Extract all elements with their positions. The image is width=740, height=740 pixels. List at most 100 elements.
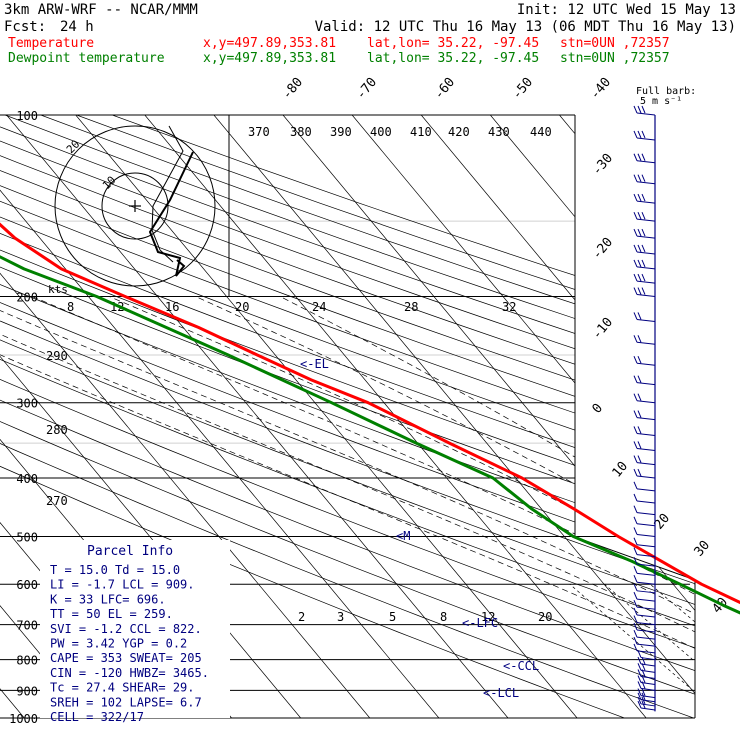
wind-barb-shaft xyxy=(640,695,656,699)
wind-barb-feather xyxy=(633,211,638,220)
wind-barb-shaft xyxy=(636,318,656,322)
wind-barb-feather xyxy=(641,244,646,253)
isotherm-line xyxy=(0,115,371,718)
isotherm-line xyxy=(0,115,94,718)
hodograph-ring-label: 10 xyxy=(100,174,119,193)
wind-barb-shaft xyxy=(636,181,656,185)
legend-temperature-xy: x,y=497.89,353.81 xyxy=(203,36,336,51)
wind-barb-feather xyxy=(633,375,638,383)
wind-barb-feather xyxy=(641,688,646,696)
isotherm-line xyxy=(628,115,695,718)
wind-barb-feather xyxy=(637,468,642,477)
parcel-info-row: PW = 3.42 YGP = 0.2 xyxy=(50,637,187,651)
moist-adiabat-line xyxy=(0,296,695,718)
theta-label: 370 xyxy=(248,125,270,139)
isotherm-label: -20 xyxy=(590,235,617,263)
wind-barb-shaft xyxy=(636,235,656,239)
wind-barb-feather xyxy=(637,650,642,658)
wind-barb xyxy=(633,643,656,654)
wind-barb-shaft xyxy=(640,669,656,673)
wind-barb-shaft xyxy=(636,137,656,141)
wind-barb xyxy=(633,516,656,527)
wind-barb-shaft xyxy=(636,636,656,640)
wind-barb-shaft xyxy=(636,294,656,298)
plot-border-right xyxy=(574,115,696,718)
wind-barb xyxy=(633,259,656,270)
isotherm-line xyxy=(490,115,695,718)
theta-label: 270 xyxy=(46,494,68,508)
wind-barb-feather xyxy=(641,130,646,139)
wind-barb-feather xyxy=(637,675,642,683)
wind-barb xyxy=(633,505,656,516)
wind-barb xyxy=(633,356,656,366)
wind-key-label: 5 m s⁻¹ xyxy=(640,96,682,107)
wind-barb xyxy=(633,629,656,640)
mixing-ratio-label: 20 xyxy=(538,610,552,624)
wind-barb-shaft xyxy=(636,432,656,436)
wind-barb xyxy=(633,287,656,298)
pressure-tick-label: 800 xyxy=(16,654,38,668)
wind-barb-feather xyxy=(637,700,642,709)
header-init: Init: 12 UTC Wed 15 May 13 xyxy=(517,2,736,18)
wind-barb xyxy=(633,426,656,436)
dry-adiabat-line xyxy=(0,115,695,718)
wind-barb-feather xyxy=(633,410,638,418)
wind-barb xyxy=(633,375,656,386)
wind-barb-shaft xyxy=(636,533,656,537)
wind-barb-shaft xyxy=(636,544,656,548)
wind-barb xyxy=(637,681,656,691)
pressure-tick-label: 200 xyxy=(16,291,38,305)
wind-barb-feather xyxy=(637,193,642,202)
wind-barb-feather xyxy=(633,481,638,490)
theta-label: 400 xyxy=(370,125,392,139)
moist-adiabat-line xyxy=(280,296,695,718)
wind-barb-feather xyxy=(637,335,642,343)
wind-barb xyxy=(633,273,656,284)
wind-barb xyxy=(633,244,656,255)
dry-adiabat-line xyxy=(0,115,695,718)
wind-barb-shaft xyxy=(640,707,656,711)
isotherm-label: -70 xyxy=(354,75,381,103)
isotherm-line xyxy=(6,115,509,718)
pressure-tick-label: 700 xyxy=(16,619,38,633)
wind-barb-feather xyxy=(641,193,646,202)
wind-barb-feather xyxy=(633,493,638,502)
wind-barb-feather xyxy=(633,130,638,139)
moist-adiabat-label: 16 xyxy=(165,300,179,314)
wind-barb-shaft xyxy=(636,251,656,255)
header-forecast-label: Fcst: xyxy=(4,19,46,35)
theta-label: 390 xyxy=(330,125,352,139)
wind-barb xyxy=(633,547,656,558)
wind-barb-shaft xyxy=(636,266,656,270)
pressure-tick-label: 400 xyxy=(16,472,38,486)
pressure-tick-label: 300 xyxy=(16,397,38,411)
wind-barb-feather xyxy=(633,441,638,449)
wind-barb-feather xyxy=(633,591,638,600)
wind-barb-shaft xyxy=(640,676,656,679)
mixing-ratio-line xyxy=(734,584,740,718)
wind-barb-feather xyxy=(633,537,638,545)
wind-barb-feather xyxy=(633,426,638,434)
wind-barb-shaft xyxy=(640,663,656,667)
wind-barb xyxy=(633,441,656,451)
wind-barb-feather xyxy=(637,410,642,418)
wind-barb-feather xyxy=(633,566,638,574)
wind-barb-feather xyxy=(633,629,638,638)
wind-barb-feather xyxy=(637,228,642,237)
dry-adiabat-line xyxy=(0,115,695,718)
isotherm-label: -10 xyxy=(590,315,617,343)
dry-adiabat-line xyxy=(0,115,695,718)
legend-dewpoint-latlon: lat,lon= 35.22, -97.45 xyxy=(367,51,539,66)
wind-barb-feather xyxy=(637,211,642,220)
level-marker: <M xyxy=(396,529,410,543)
isotherm-line xyxy=(213,115,695,718)
isotherm-line xyxy=(351,115,695,718)
isotherm-label: -60 xyxy=(432,75,459,103)
wind-barb-feather xyxy=(633,636,638,645)
level-marker: <-EL xyxy=(300,357,329,371)
wind-barb xyxy=(633,556,656,567)
wind-barb-shaft xyxy=(636,606,656,610)
wind-barb xyxy=(633,583,656,594)
wind-barb xyxy=(633,193,656,204)
wind-barb-shaft xyxy=(636,462,656,466)
